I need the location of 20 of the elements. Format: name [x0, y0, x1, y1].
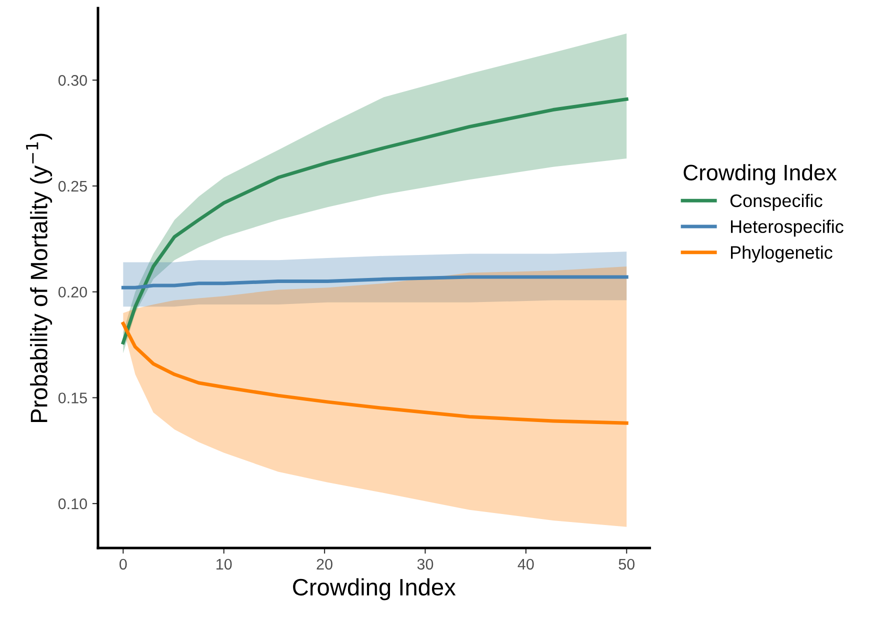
y-tick-label: 0.30 — [58, 74, 87, 86]
line-series — [121, 322, 628, 425]
y-axis-title: Probability of Mortality (y$^{−1}$) — [26, 134, 52, 422]
x-tick-label: 20 — [316, 558, 332, 570]
y-tick-label: 0.15 — [58, 392, 87, 404]
legend-label: Heterospecific — [730, 220, 844, 237]
line-series — [121, 97, 628, 344]
x-tick-label: 50 — [618, 558, 635, 570]
x-tick-label: 30 — [417, 558, 434, 570]
y-tick-label: 0.25 — [58, 180, 87, 192]
legend-title: Crowding Index — [684, 164, 837, 185]
y-tick-label: 0.20 — [58, 286, 87, 298]
x-tick-label: 0 — [120, 558, 127, 570]
x-axis-title: Crowding Index — [293, 578, 456, 600]
legend-label: Phylogenetic — [730, 246, 832, 262]
line-series — [121, 275, 628, 290]
legend-label: Conspecific — [730, 194, 822, 211]
x-tick-label: 40 — [518, 558, 534, 570]
x-tick-label: 10 — [216, 558, 232, 570]
y-tick-label: 0.10 — [58, 498, 87, 510]
